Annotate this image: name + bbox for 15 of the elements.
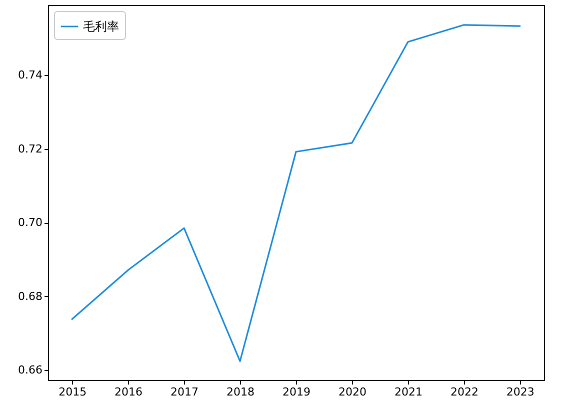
x-tick-label: 2020 (338, 386, 366, 398)
y-tick-label: 0.72 (18, 142, 42, 156)
x-tick-label: 2021 (394, 386, 422, 398)
legend-label: 毛利率 (83, 20, 119, 34)
x-tick-label: 2016 (114, 386, 143, 398)
x-tick-label: 2017 (170, 386, 199, 398)
x-tick-label: 2019 (282, 386, 310, 398)
y-tick-label: 0.68 (18, 290, 42, 303)
y-tick-label: 0.74 (18, 68, 42, 82)
y-tick-label: 0.70 (18, 216, 42, 230)
x-tick-label: 2018 (226, 386, 255, 398)
x-tick-label: 2022 (450, 386, 478, 398)
y-tick-label: 0.66 (18, 364, 42, 377)
x-tick-label: 2023 (506, 386, 534, 398)
x-tick-label: 2015 (58, 386, 87, 398)
